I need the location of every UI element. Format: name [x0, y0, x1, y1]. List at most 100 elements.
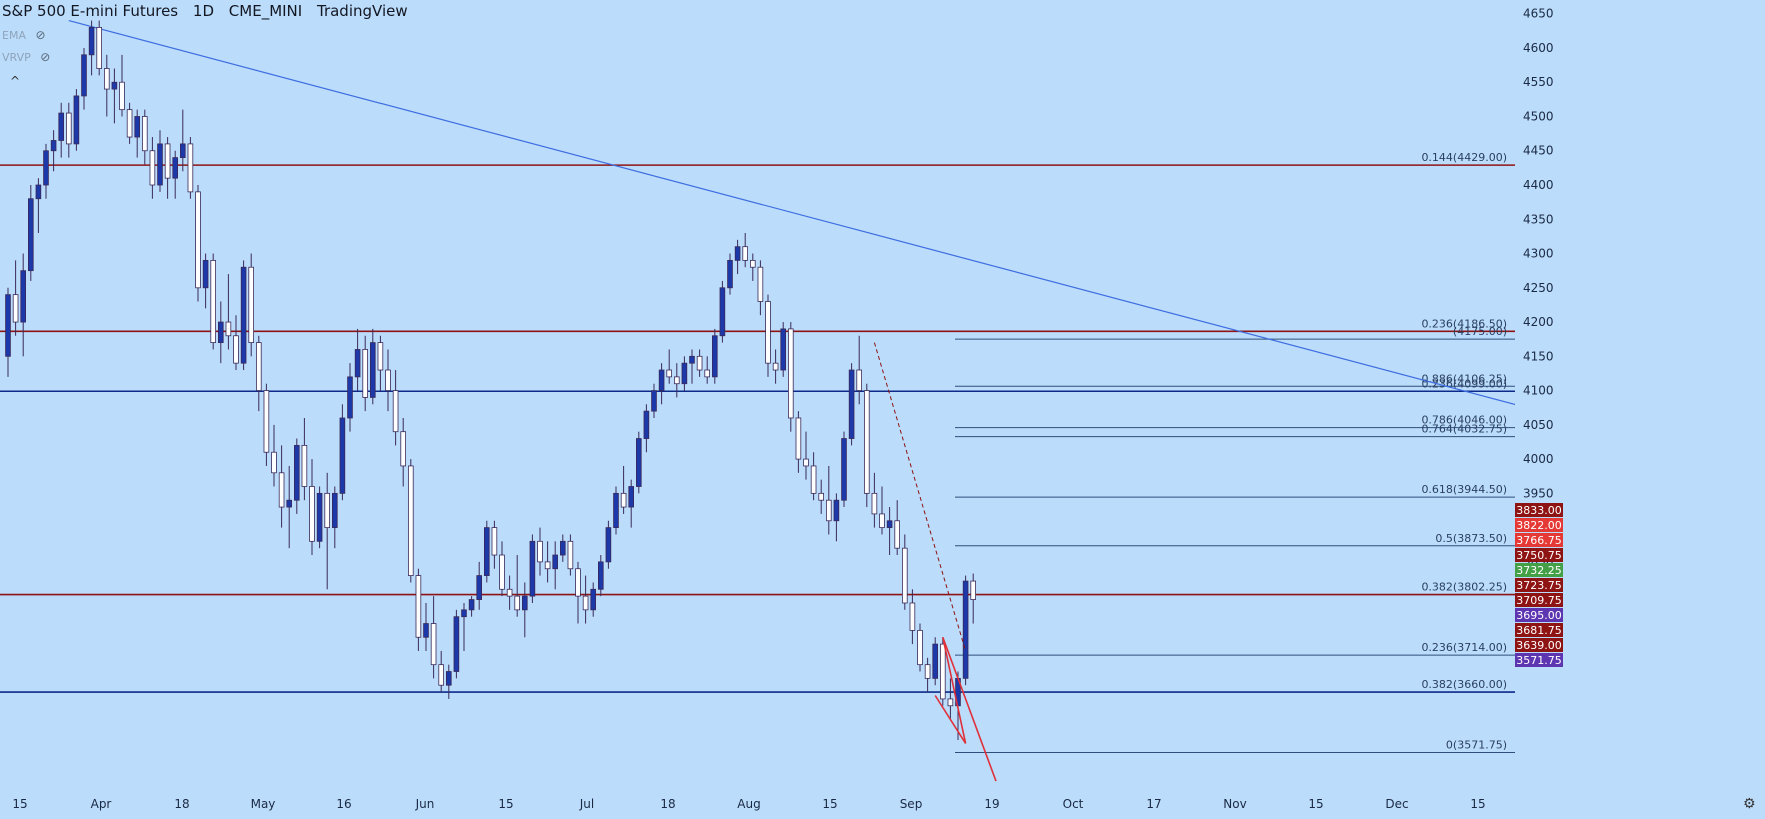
collapse-chevron-up-icon[interactable]: ^ [10, 74, 21, 88]
candle-body [643, 410, 650, 439]
source-label: TradingView [316, 2, 408, 20]
candle-body [552, 554, 558, 570]
candle-body [248, 266, 255, 344]
candle-body [88, 27, 95, 56]
candle-body [286, 499, 292, 508]
candle-body [179, 143, 186, 158]
y-axis-tick: 4000 [1523, 452, 1554, 466]
candle-body [134, 116, 141, 138]
x-axis-tick: Aug [737, 797, 760, 811]
price-badge [1515, 518, 1563, 532]
candle-body [12, 294, 19, 323]
candle-body [628, 486, 634, 508]
candle-body [58, 112, 64, 141]
chart-header[interactable]: S&P 500 E-mini Futures 1D CME_MINI Tradi… [2, 2, 418, 20]
price-badge [1515, 653, 1563, 667]
candle-body [902, 547, 908, 604]
level-label: 0.886(4106.25) [1421, 372, 1507, 385]
price-badge [1515, 533, 1563, 547]
x-axis-tick: 18 [660, 797, 675, 811]
candle-body [5, 294, 11, 357]
x-axis-tick: 18 [174, 797, 189, 811]
price-badge [1515, 608, 1563, 622]
candle-body [658, 369, 665, 391]
candle-body [590, 588, 596, 611]
level-label: 0.5(3873.50) [1435, 532, 1507, 545]
candle-body [172, 157, 179, 179]
indicator-ema-label: EMA [2, 29, 26, 42]
x-axis-tick: Nov [1223, 797, 1246, 811]
candle-body [476, 575, 482, 600]
candle-body [217, 321, 224, 344]
candle-body [750, 259, 756, 268]
indicator-ema[interactable]: EMA ⊘ [2, 28, 46, 42]
y-axis-background [1515, 0, 1765, 815]
y-axis-tick: 4400 [1523, 178, 1554, 192]
candle-body [864, 390, 870, 494]
price-badge [1515, 578, 1563, 592]
candle-body [149, 150, 156, 186]
candle-body [354, 349, 361, 378]
candle-body [81, 54, 87, 97]
x-axis-tick: Oct [1063, 797, 1084, 811]
price-badge-label: 3766.75 [1516, 534, 1562, 547]
candle-body [491, 527, 498, 556]
candle-body [293, 444, 300, 501]
y-axis-tick: 4450 [1523, 144, 1554, 158]
candle-body [385, 369, 391, 391]
level-label: 0.618(3944.50) [1421, 483, 1507, 496]
eye-hidden-icon[interactable]: ⊘ [35, 28, 46, 42]
price-badge [1515, 548, 1563, 562]
candle-body [537, 540, 543, 563]
candle-body [407, 465, 414, 576]
wedge-pattern [934, 636, 997, 782]
candle-body [970, 580, 976, 600]
candle-body [605, 527, 612, 563]
x-axis-tick: Jul [579, 797, 594, 811]
y-axis-tick: 4600 [1523, 41, 1554, 55]
candle-body [271, 451, 277, 474]
x-axis-tick: Sep [900, 797, 923, 811]
interval-label[interactable]: 1D [192, 2, 215, 20]
eye-hidden-icon[interactable]: ⊘ [40, 50, 51, 64]
candle-body [886, 520, 893, 529]
x-axis-tick: Jun [415, 797, 435, 811]
x-axis-tick: 15 [12, 797, 27, 811]
candle-body [453, 616, 460, 672]
candle-body [841, 438, 847, 501]
candle-body [674, 376, 680, 385]
settings-gear-icon[interactable]: ⚙ [1743, 796, 1756, 812]
price-badge [1515, 638, 1563, 652]
candle-body [20, 270, 26, 323]
candle-body [917, 630, 923, 666]
candle-body [225, 321, 232, 337]
candle-body [164, 143, 171, 179]
candle-body [544, 561, 551, 570]
dashed-projection [873, 342, 967, 652]
candle-body [765, 301, 771, 364]
candle-body [126, 109, 133, 138]
indicator-vrvp[interactable]: VRVP ⊘ [2, 50, 50, 64]
candle-body [962, 580, 969, 679]
candle-body [331, 492, 338, 529]
candle-body [499, 554, 505, 590]
candle-body [818, 492, 824, 501]
x-axis-tick: 16 [336, 797, 351, 811]
y-axis-tick: 4300 [1523, 247, 1554, 261]
candle-body [788, 328, 794, 419]
y-axis-tick: 4250 [1523, 281, 1554, 295]
candle-body [255, 342, 262, 391]
candle-body [392, 390, 399, 433]
price-badge [1515, 503, 1563, 517]
candle-body [947, 698, 954, 707]
symbol-name[interactable]: S&P 500 E-mini Futures [2, 2, 179, 20]
candle-body [620, 492, 627, 508]
candle-body [932, 643, 938, 679]
x-axis-tick: 15 [1308, 797, 1323, 811]
candle-body [35, 184, 42, 200]
candle-body [636, 438, 642, 487]
level-label: 0.764(4032.75) [1421, 423, 1507, 436]
